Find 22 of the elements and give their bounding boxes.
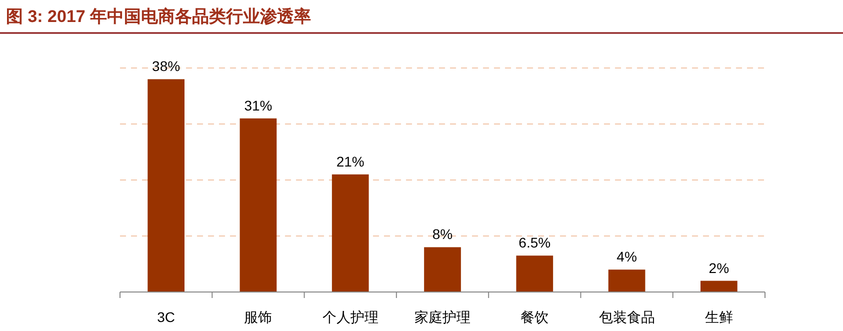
x-tick-label: 服饰 (244, 309, 272, 325)
bar (608, 270, 646, 292)
data-label: 4% (616, 248, 637, 265)
data-label: 31% (244, 97, 272, 114)
bar (148, 79, 184, 292)
data-label: 6.5% (518, 234, 551, 251)
x-tick-label: 生鲜 (704, 309, 733, 325)
data-label: 2% (708, 260, 730, 276)
data-label: 38% (152, 58, 180, 74)
x-tick-label: 3C (157, 309, 176, 325)
data-label: 8% (432, 226, 453, 242)
bar (516, 256, 554, 292)
x-tick-label: 包装食品 (598, 309, 655, 325)
data-label: 21% (336, 153, 364, 170)
x-tick-label: 个人护理 (322, 309, 378, 325)
bar (332, 174, 369, 292)
x-tick-label: 餐饮 (520, 309, 549, 325)
bar (240, 118, 277, 292)
x-tick-label: 家庭护理 (414, 309, 470, 325)
bar (700, 280, 738, 292)
chart-title: 图 3: 2017 年中国电商各品类行业渗透率 (6, 7, 312, 26)
bar (424, 247, 461, 292)
